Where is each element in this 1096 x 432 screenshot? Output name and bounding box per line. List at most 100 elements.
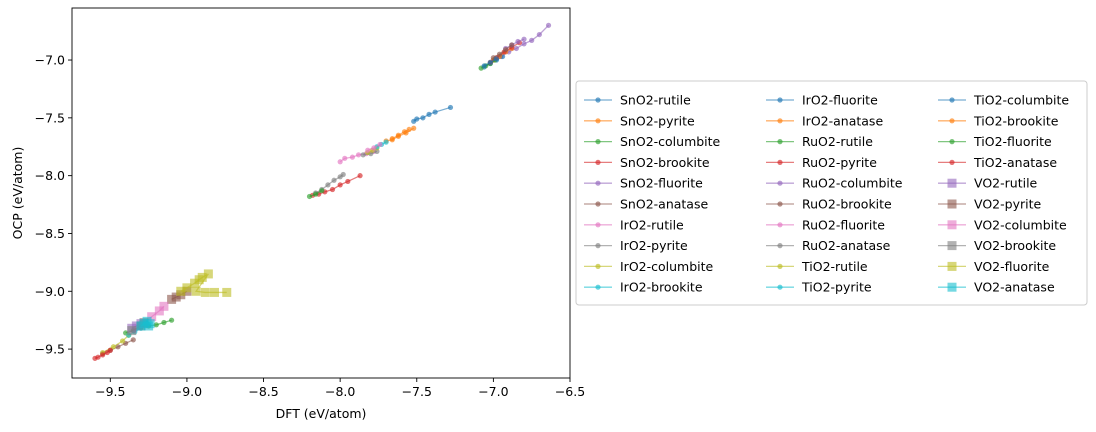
y-axis-label: OCP (eV/atom): [10, 147, 25, 240]
data-point: [191, 286, 201, 296]
legend-label: RuO2-brookite: [802, 197, 892, 212]
legend-marker: [777, 243, 783, 249]
legend-entry: TiO2-fluorite: [938, 134, 1052, 149]
data-point: [536, 31, 542, 38]
data-point: [342, 155, 348, 161]
data-point: [521, 36, 527, 42]
data-point: [414, 116, 420, 122]
y-tick-label: −9.0: [35, 284, 65, 299]
data-point: [447, 104, 454, 111]
data-point: [509, 42, 515, 48]
data-point: [406, 126, 412, 133]
x-tick-label: −7.5: [402, 384, 432, 399]
data-point: [127, 326, 137, 336]
data-point: [222, 287, 232, 297]
legend-entry: TiO2-rutile: [766, 259, 868, 274]
series-TiO2-anatase: [92, 347, 113, 361]
legend-marker: [595, 139, 601, 145]
data-point: [355, 152, 362, 158]
legend-marker: [595, 201, 601, 207]
legend-marker: [777, 222, 783, 228]
legend-label: IrO2-fluorite: [802, 93, 878, 108]
data-point: [349, 154, 356, 160]
data-point: [159, 301, 169, 311]
data-point: [210, 287, 220, 297]
data-point: [340, 171, 346, 178]
legend-marker: [949, 159, 955, 165]
data-point: [331, 177, 337, 183]
legend-label: TiO2-fluorite: [973, 134, 1052, 149]
legend-marker: [595, 180, 601, 186]
legend-entry: IrO2-rutile: [584, 217, 684, 232]
legend-marker: [777, 118, 783, 124]
legend-label: VO2-rutile: [974, 176, 1038, 191]
legend-marker: [595, 284, 601, 290]
x-tick-label: −8.5: [248, 384, 278, 399]
series-TiO2-columbite: [481, 56, 500, 69]
data-point: [171, 292, 181, 302]
legend-label: TiO2-anatase: [973, 155, 1057, 170]
data-point: [153, 322, 159, 328]
plot-layer: [92, 22, 552, 361]
legend-entry: SnO2-rutile: [584, 93, 691, 108]
data-point: [131, 321, 141, 331]
data-point: [130, 337, 136, 343]
legend-entry: SnO2-fluorite: [584, 176, 703, 191]
data-point: [487, 59, 493, 65]
data-point: [161, 319, 167, 326]
data-point: [115, 344, 121, 350]
legend-entry: VO2-columbite: [938, 217, 1067, 232]
legend-entry: TiO2-columbite: [938, 93, 1069, 108]
x-tick-label: −7.0: [478, 384, 508, 399]
data-point: [144, 321, 154, 331]
data-point: [371, 145, 377, 151]
legend-entry: VO2-pyrite: [938, 197, 1041, 212]
legend-entry: RuO2-fluorite: [766, 217, 885, 232]
legend-label: RuO2-columbite: [802, 176, 903, 191]
legend-label: VO2-columbite: [974, 217, 1067, 232]
series-VO2-fluorite: [176, 269, 232, 297]
legend-entry: VO2-rutile: [938, 176, 1038, 191]
legend-label: SnO2-pyrite: [620, 113, 695, 128]
legend-entry: RuO2-columbite: [766, 176, 903, 191]
legend-label: SnO2-anatase: [620, 197, 708, 212]
legend-label: VO2-fluorite: [974, 259, 1050, 274]
data-point: [200, 287, 210, 297]
data-point: [107, 347, 113, 353]
data-point: [357, 173, 363, 179]
legend-box: [575, 80, 1088, 306]
legend-marker: [595, 97, 601, 103]
x-tick-label: −9.5: [95, 384, 125, 399]
legend-label: SnO2-brookite: [620, 155, 710, 170]
data-point: [432, 109, 438, 115]
data-point: [496, 51, 503, 57]
data-point: [190, 278, 200, 288]
legend-label: IrO2-anatase: [802, 113, 883, 128]
y-tick-label: −9.5: [35, 342, 65, 357]
legend-label: SnO2-fluorite: [620, 176, 703, 191]
legend-entry: VO2-fluorite: [938, 259, 1050, 274]
y-tick-label: −7.0: [35, 53, 65, 68]
legend-entry: VO2-anatase: [938, 280, 1055, 295]
legend-entry: IrO2-pyrite: [584, 238, 688, 253]
legend-marker: [777, 139, 783, 145]
y-tick-label: −8.5: [35, 226, 65, 241]
legend-label: VO2-anatase: [974, 280, 1055, 295]
data-point: [154, 306, 164, 316]
data-point: [100, 352, 106, 358]
data-point: [329, 186, 336, 193]
legend-marker: [947, 220, 957, 230]
legend-label: IrO2-pyrite: [620, 238, 688, 253]
series-line: [493, 44, 513, 59]
legend-label: RuO2-rutile: [802, 134, 873, 149]
legend-marker: [595, 243, 601, 249]
data-point: [426, 111, 432, 117]
x-axis-label: DFT (eV/atom): [276, 406, 367, 421]
data-point: [182, 283, 192, 293]
plot-frame: [71, 7, 571, 379]
legend-entry: IrO2-columbite: [584, 259, 714, 274]
legend-label: SnO2-rutile: [620, 93, 691, 108]
legend-label: VO2-brookite: [974, 238, 1056, 253]
legend-entry: RuO2-anatase: [766, 238, 891, 253]
legend-marker: [777, 284, 783, 290]
